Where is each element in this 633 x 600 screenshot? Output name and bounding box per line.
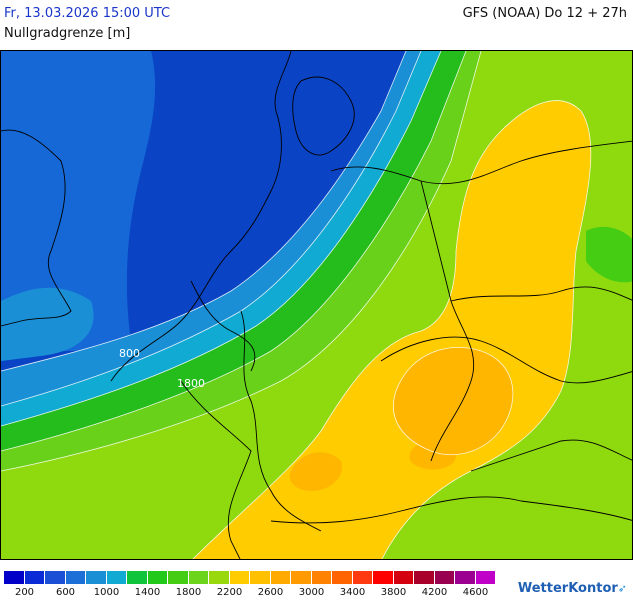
freezing-level-map: 800 1800 [0,50,633,560]
legend-tick-2600: 2600 [257,587,284,598]
legend-swatch-8 [168,571,189,584]
zone-orange-3 [409,439,457,470]
map-svg: 800 1800 [1,51,632,559]
legend-swatch-14 [291,571,312,584]
zone-yellow [193,100,591,559]
legend-tick-1800: 1800 [175,587,202,598]
legend-swatch-23 [475,571,496,584]
zone-orange-1 [393,347,513,455]
legend-swatch-13 [270,571,291,584]
legend-swatch-16 [332,571,353,584]
legend-tick-4600: 4600 [462,587,489,598]
legend-swatch-21 [434,571,455,584]
zone-east-green [586,226,632,283]
legend-swatch-0 [4,571,25,584]
legend-swatch-3 [65,571,86,584]
model-run-label: GFS (NOAA) Do 12 + 27h [462,6,627,21]
legend-swatch-10 [209,571,230,584]
legend-swatch-5 [106,571,127,584]
zone-sea-blue [1,51,156,361]
parameter-title: Nullgradgrenze [m] [4,26,131,41]
zone-sw-green [481,476,632,559]
country-borders [1,51,632,559]
legend-swatch-19 [393,571,414,584]
legend-tick-2200: 2200 [216,587,243,598]
logo-wing-icon: ➶ [617,582,627,595]
contour-label-1800: 1800 [177,377,205,390]
legend-swatch-12 [250,571,271,584]
legend-swatch-22 [455,571,476,584]
legend-swatch-18 [373,571,394,584]
legend-swatch-4 [86,571,107,584]
legend-swatch-15 [311,571,332,584]
legend-tick-3400: 3400 [339,587,366,598]
legend-swatch-6 [127,571,148,584]
legend-tick-1000: 1000 [93,587,120,598]
legend-tick-4200: 4200 [421,587,448,598]
legend-tick-1400: 1400 [134,587,161,598]
legend-tick-3800: 3800 [380,587,407,598]
legend-swatch-17 [352,571,373,584]
legend-tick-3000: 3000 [298,587,325,598]
legend-swatch-9 [188,571,209,584]
wetterkontor-logo: WetterKontor➶ [518,581,627,596]
legend-swatch-2 [45,571,66,584]
legend-swatch-11 [229,571,250,584]
legend-swatch-7 [147,571,168,584]
legend-swatch-20 [414,571,435,584]
contour-label-800: 800 [119,347,140,360]
zone-orange-2 [289,452,342,491]
legend-tick-600: 600 [55,587,76,598]
zone-sea-lighter [1,287,94,361]
legend-swatch-1 [24,571,45,584]
legend-tick-200: 200 [14,587,35,598]
color-legend [4,571,496,584]
logo-text: WetterKontor [517,581,618,596]
forecast-date: Fr, 13.03.2026 15:00 UTC [4,6,171,21]
contour-lines [1,51,592,559]
